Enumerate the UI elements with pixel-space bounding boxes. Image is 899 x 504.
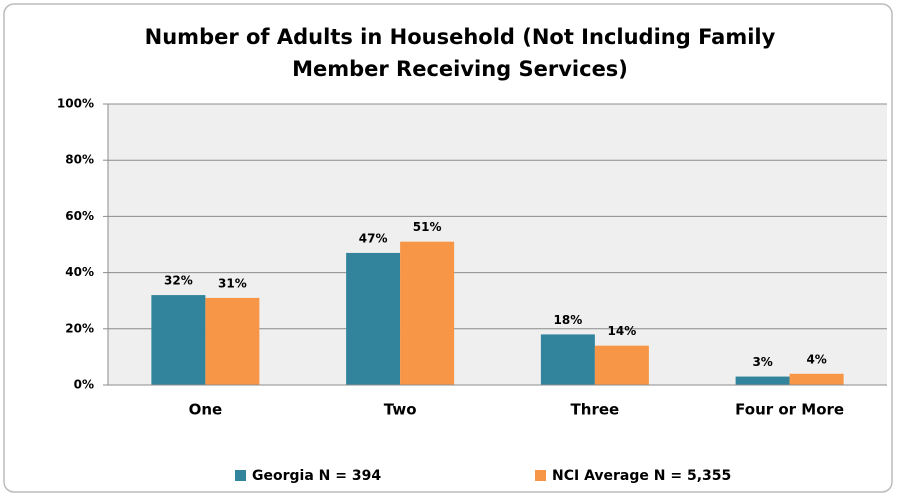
bar	[205, 297, 260, 385]
x-tick-label: Three	[571, 401, 620, 419]
legend-label: Georgia N = 394	[252, 468, 381, 484]
data-label: 14%	[608, 324, 637, 338]
data-label: 4%	[806, 352, 826, 366]
y-tick-label: 60%	[65, 209, 94, 223]
bar	[735, 376, 790, 385]
x-tick-label: Two	[384, 401, 417, 419]
bar	[540, 334, 595, 385]
chart-title: Number of Adults in Household (Not Inclu…	[145, 25, 776, 49]
y-tick-label: 80%	[65, 153, 94, 167]
y-tick-label: 20%	[65, 321, 94, 335]
legend-swatch	[535, 470, 546, 481]
bar	[789, 373, 844, 385]
data-label: 51%	[413, 220, 442, 234]
bar	[151, 295, 206, 385]
data-label: 3%	[752, 355, 772, 369]
data-label: 31%	[218, 276, 247, 290]
bar	[346, 252, 401, 385]
x-tick-label: One	[189, 401, 223, 419]
data-label: 32%	[164, 274, 193, 288]
chart-title: Member Receiving Services)	[292, 57, 628, 81]
data-label: 47%	[359, 231, 388, 245]
legend-swatch	[235, 470, 246, 481]
y-tick-label: 100%	[57, 97, 94, 111]
y-tick-label: 40%	[65, 265, 94, 279]
y-tick-label: 0%	[74, 378, 94, 392]
legend-label: NCI Average N = 5,355	[552, 468, 731, 484]
bar	[400, 241, 455, 385]
data-label: 18%	[554, 313, 583, 327]
bar	[594, 345, 649, 385]
x-tick-label: Four or More	[735, 401, 844, 419]
